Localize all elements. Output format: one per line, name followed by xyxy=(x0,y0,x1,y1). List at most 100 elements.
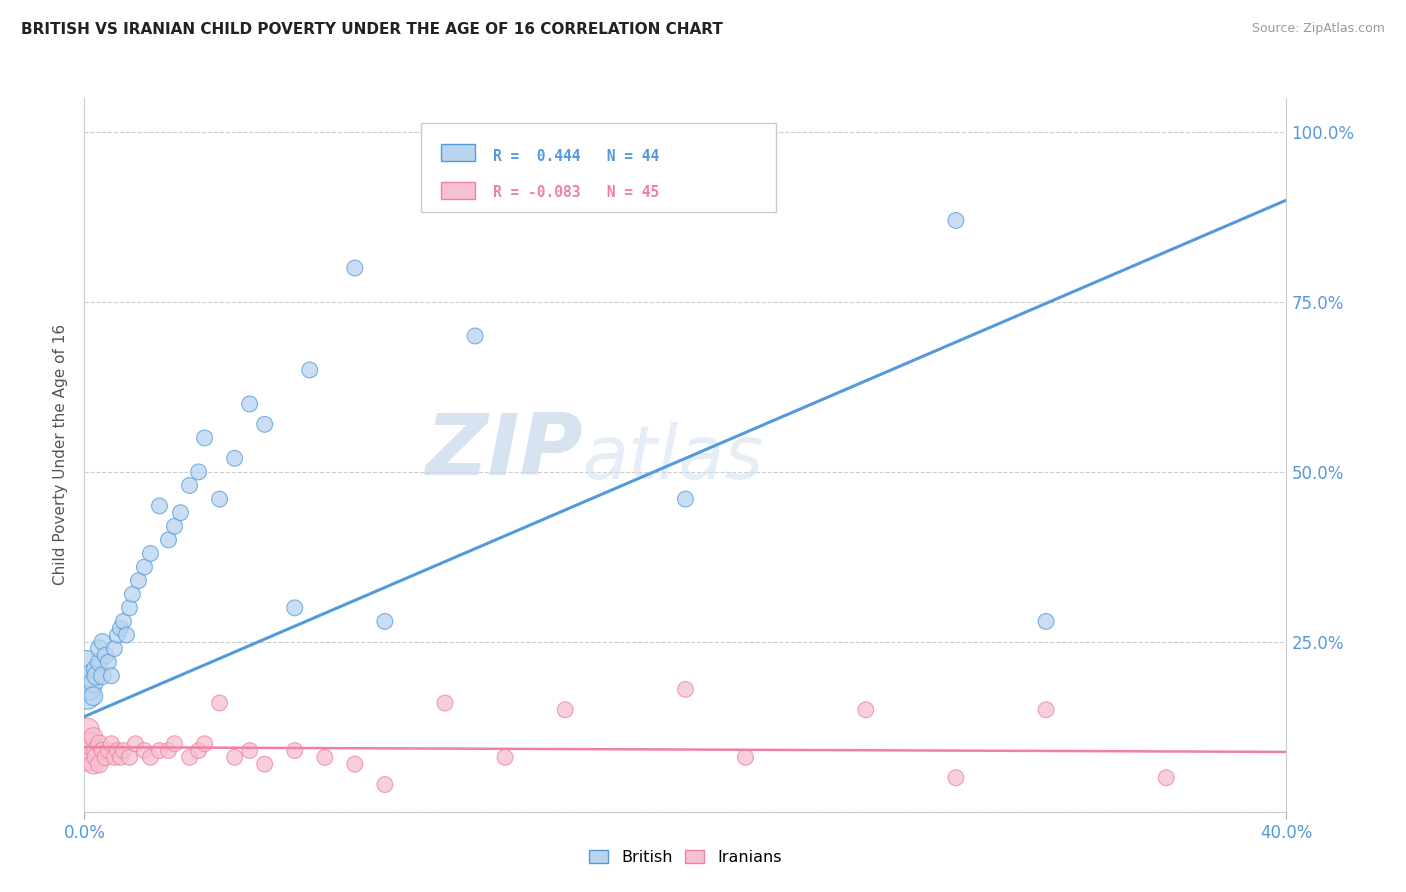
Point xyxy=(148,499,170,513)
Point xyxy=(1035,615,1057,629)
Point xyxy=(139,546,162,560)
Point xyxy=(110,750,132,764)
Point xyxy=(112,615,135,629)
Point xyxy=(374,615,396,629)
Point xyxy=(675,492,697,507)
Point xyxy=(298,363,321,377)
Point xyxy=(169,506,191,520)
Point xyxy=(187,743,209,757)
Point xyxy=(79,669,101,683)
Point xyxy=(1156,771,1178,785)
Point xyxy=(179,750,201,764)
Point xyxy=(945,213,967,227)
Point xyxy=(134,743,156,757)
Point xyxy=(86,750,108,764)
Text: atlas: atlas xyxy=(583,423,765,494)
Point xyxy=(163,737,186,751)
Text: ZIP: ZIP xyxy=(426,409,583,493)
Point xyxy=(82,689,104,703)
Point xyxy=(97,655,120,669)
Point xyxy=(554,703,576,717)
Point xyxy=(94,648,117,663)
Point xyxy=(284,600,307,615)
Point xyxy=(464,329,486,343)
Point xyxy=(945,771,967,785)
Text: Source: ZipAtlas.com: Source: ZipAtlas.com xyxy=(1251,22,1385,36)
Point xyxy=(134,560,156,574)
Point xyxy=(1035,703,1057,717)
Point xyxy=(103,750,125,764)
Point xyxy=(82,757,104,772)
Point xyxy=(107,628,129,642)
Point xyxy=(97,743,120,757)
Y-axis label: Child Poverty Under the Age of 16: Child Poverty Under the Age of 16 xyxy=(53,325,69,585)
Point xyxy=(224,750,246,764)
Point xyxy=(82,730,104,744)
Point xyxy=(494,750,516,764)
Point xyxy=(194,737,217,751)
Point xyxy=(343,757,366,772)
Point xyxy=(374,778,396,792)
Point xyxy=(76,689,98,703)
Point xyxy=(127,574,149,588)
Point xyxy=(179,478,201,492)
Point xyxy=(76,655,98,669)
Point xyxy=(91,669,114,683)
Point xyxy=(734,750,756,764)
Text: R =  0.444   N = 44: R = 0.444 N = 44 xyxy=(494,149,659,164)
Text: BRITISH VS IRANIAN CHILD POVERTY UNDER THE AGE OF 16 CORRELATION CHART: BRITISH VS IRANIAN CHILD POVERTY UNDER T… xyxy=(21,22,723,37)
Legend: British, Iranians: British, Iranians xyxy=(582,844,789,871)
Point xyxy=(224,451,246,466)
Point xyxy=(115,628,138,642)
Point xyxy=(107,743,129,757)
Point xyxy=(91,635,114,649)
Point xyxy=(112,743,135,757)
Point xyxy=(157,533,180,547)
Point xyxy=(118,750,141,764)
Point xyxy=(434,696,457,710)
Point xyxy=(208,492,231,507)
Point xyxy=(82,675,104,690)
Point xyxy=(89,655,111,669)
Point xyxy=(94,750,117,764)
FancyBboxPatch shape xyxy=(420,123,776,212)
Point xyxy=(89,757,111,772)
Point xyxy=(208,696,231,710)
Point xyxy=(194,431,217,445)
Point xyxy=(253,417,276,432)
Point xyxy=(103,641,125,656)
Point xyxy=(239,397,262,411)
Point xyxy=(284,743,307,757)
Point xyxy=(89,641,111,656)
Point xyxy=(86,743,108,757)
Point xyxy=(86,669,108,683)
Point xyxy=(124,737,146,751)
Point xyxy=(157,743,180,757)
Point xyxy=(121,587,143,601)
Text: R = -0.083   N = 45: R = -0.083 N = 45 xyxy=(494,185,659,200)
Point xyxy=(187,465,209,479)
FancyBboxPatch shape xyxy=(441,145,475,161)
Point xyxy=(79,743,101,757)
Point xyxy=(343,260,366,275)
Point xyxy=(139,750,162,764)
Point xyxy=(148,743,170,757)
Point xyxy=(79,682,101,697)
Point xyxy=(253,757,276,772)
Point xyxy=(118,600,141,615)
Point xyxy=(314,750,336,764)
Point xyxy=(76,750,98,764)
Point xyxy=(100,737,122,751)
Point xyxy=(86,662,108,676)
FancyBboxPatch shape xyxy=(441,182,475,199)
Point xyxy=(91,743,114,757)
Point xyxy=(79,737,101,751)
Point xyxy=(239,743,262,757)
Point xyxy=(110,621,132,635)
Point xyxy=(675,682,697,697)
Point xyxy=(89,737,111,751)
Point xyxy=(163,519,186,533)
Point xyxy=(855,703,877,717)
Point xyxy=(100,669,122,683)
Point xyxy=(76,723,98,738)
